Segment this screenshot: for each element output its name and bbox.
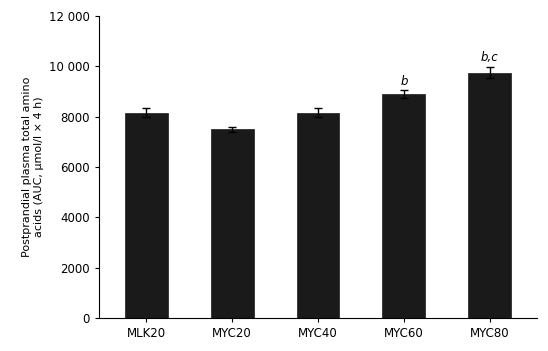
Bar bbox=[125, 113, 168, 318]
Bar bbox=[383, 94, 425, 318]
Y-axis label: Postprandial plasma total amino
acids (AUC, μmol/l × 4 h): Postprandial plasma total amino acids (A… bbox=[22, 77, 44, 257]
Bar bbox=[211, 129, 254, 318]
Text: b: b bbox=[400, 75, 408, 88]
Text: b,c: b,c bbox=[481, 51, 499, 64]
Bar bbox=[296, 113, 339, 318]
Bar bbox=[468, 73, 511, 318]
